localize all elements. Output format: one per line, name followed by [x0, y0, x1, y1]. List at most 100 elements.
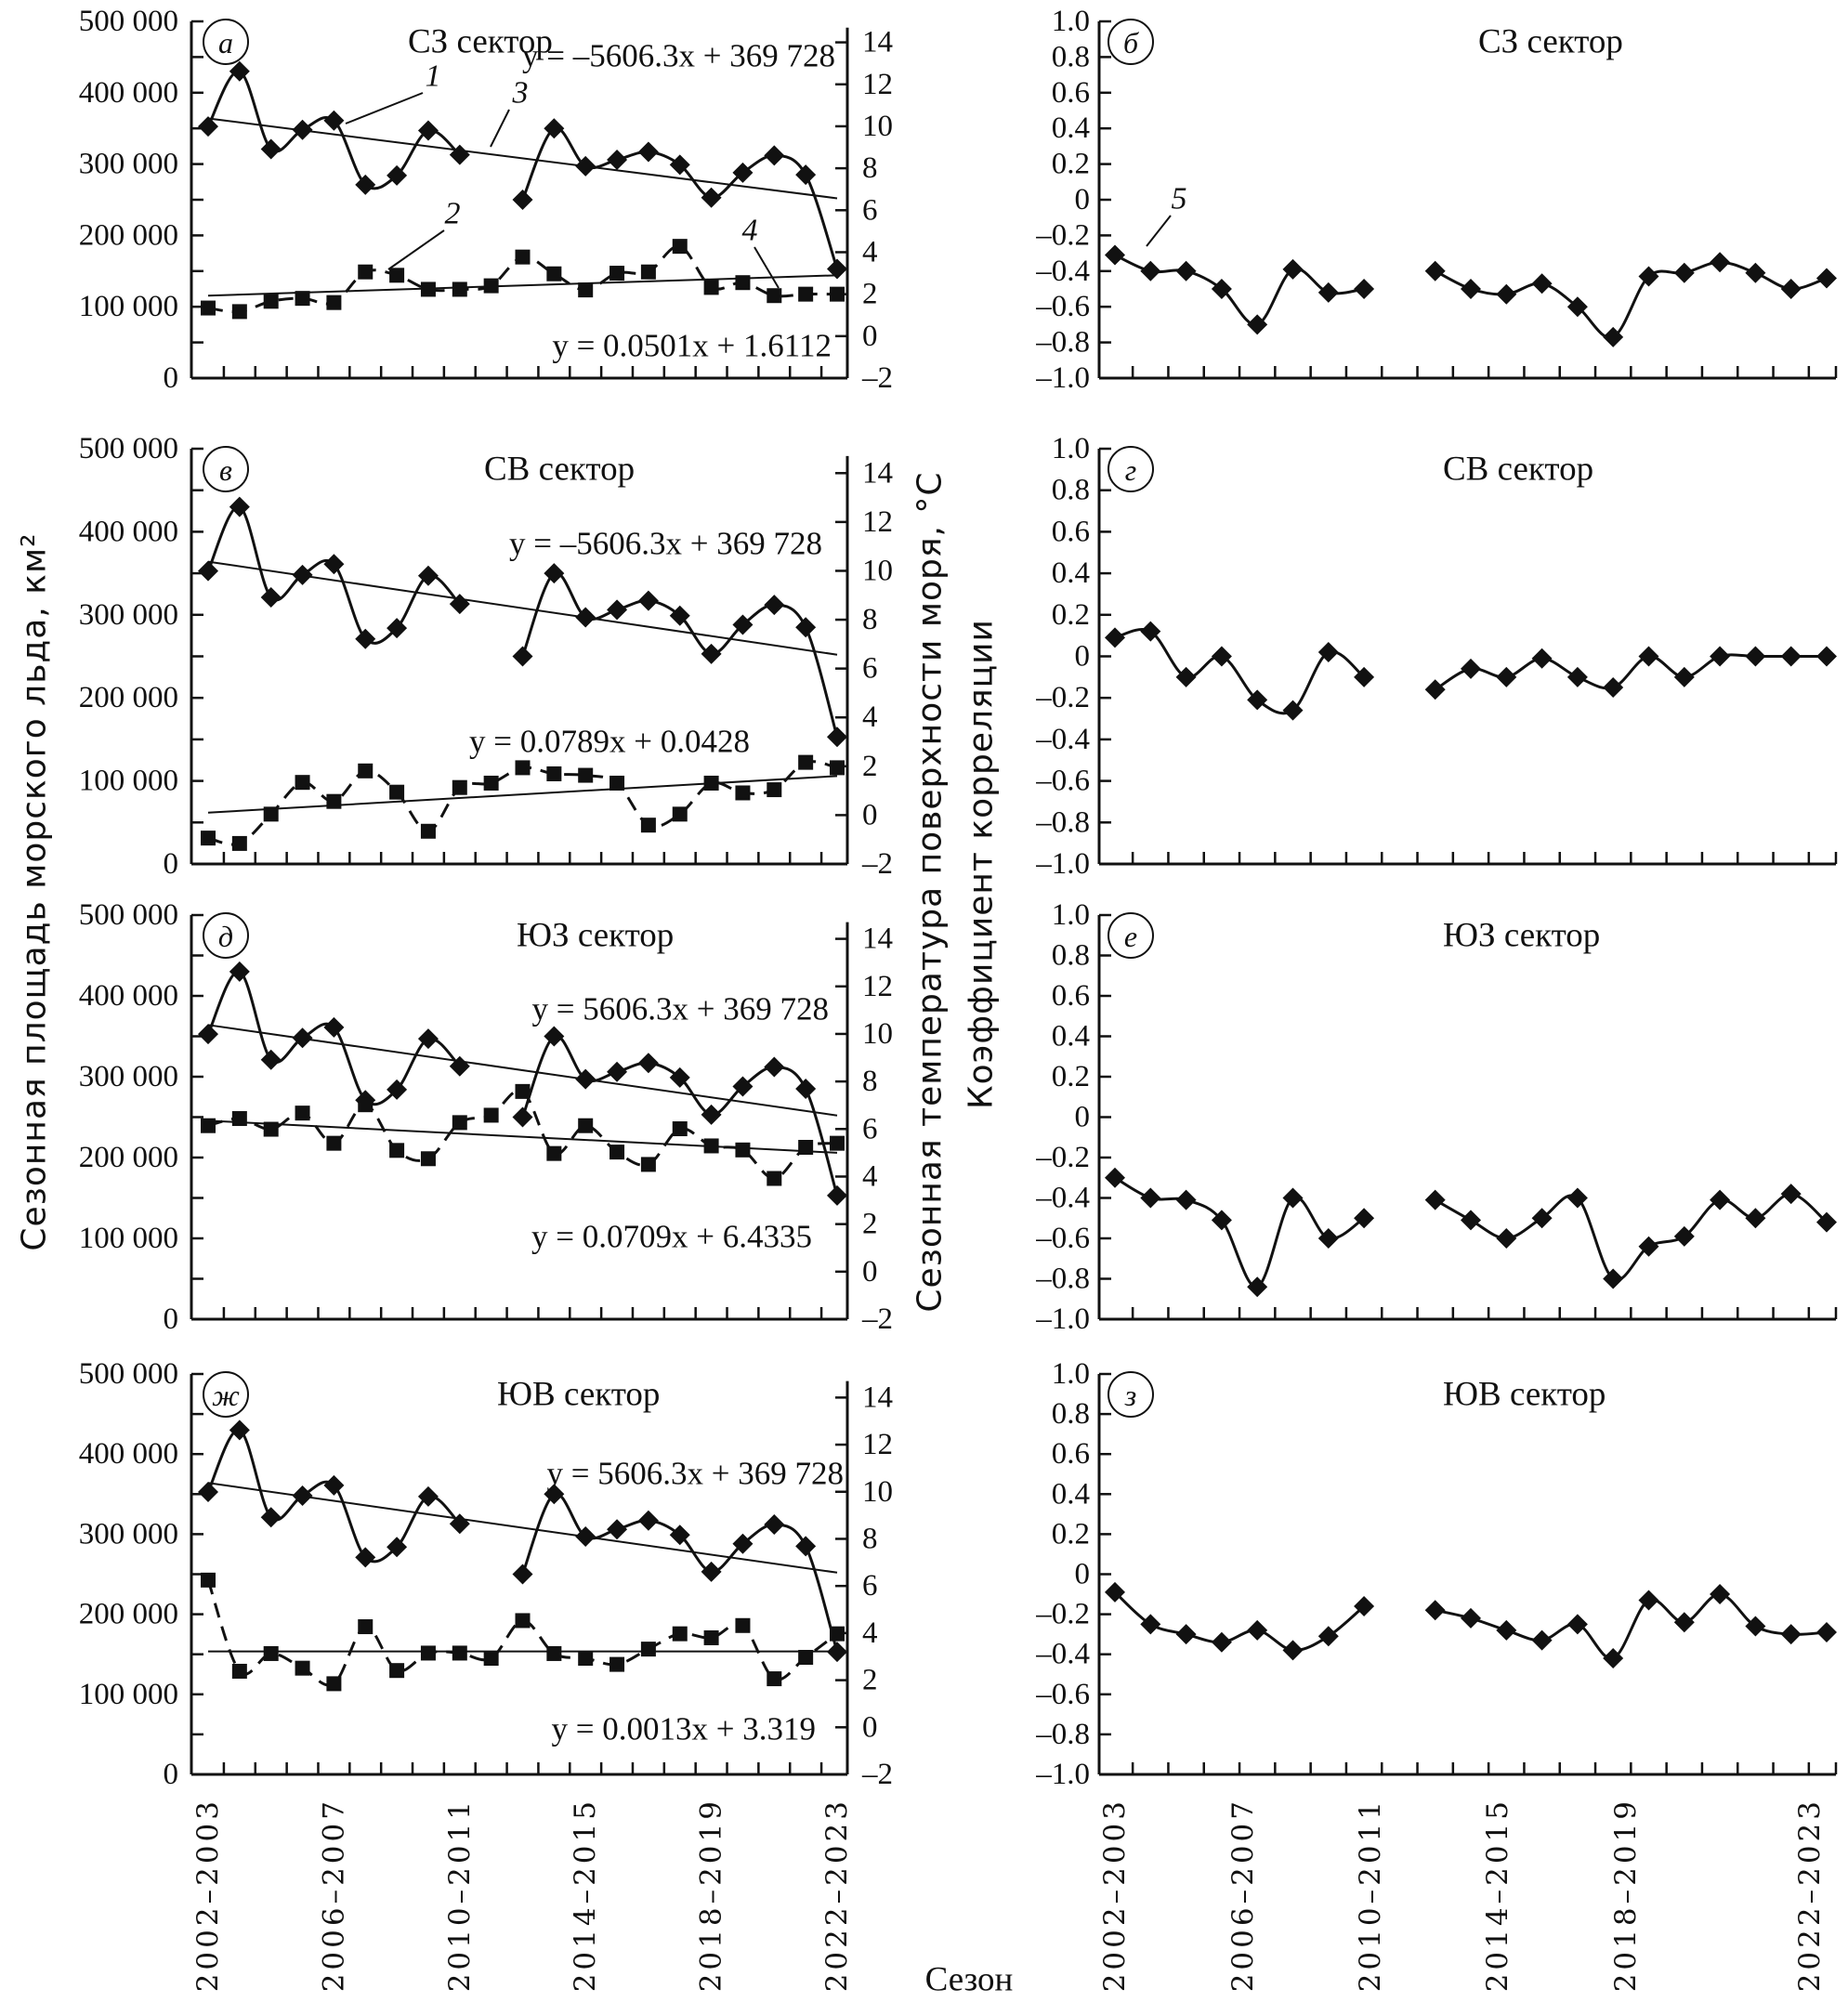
sea-temp-point	[483, 1107, 499, 1123]
sea-temp-point	[389, 1143, 405, 1158]
panel-letter: а	[218, 26, 233, 59]
correlation-point	[1673, 666, 1695, 687]
ice-area-point	[387, 164, 408, 186]
x-tick-label: 2006–2007	[1226, 1798, 1260, 1992]
corr-tick-label: 1.0	[1052, 432, 1090, 465]
sea-temp-point	[767, 1671, 782, 1687]
temp-trend-equation: y = 0.0013x + 3.319	[552, 1711, 816, 1747]
ice-tick-label: 200 000	[79, 681, 178, 714]
correlation-point	[1638, 646, 1659, 667]
ice-area-point	[229, 1420, 250, 1441]
temp-tick-label: 12	[862, 1428, 893, 1461]
correlation-point	[1354, 1595, 1375, 1616]
temp-trend-equation: y = 0.0709x + 6.4335	[531, 1219, 812, 1255]
x-tick-label: 2002–2003	[1098, 1798, 1132, 1992]
ice-area-point	[669, 154, 690, 176]
temp-tick-label: –2	[861, 1758, 893, 1791]
corr-tick-label: 0.4	[1052, 556, 1090, 590]
sea-temp-point	[420, 823, 436, 839]
sea-temp-point	[830, 286, 845, 302]
ice-tick-label: 100 000	[79, 1222, 178, 1255]
corr-tick-label: 0.8	[1052, 40, 1090, 73]
correlation-point	[1175, 260, 1197, 281]
panel-letter-circle	[203, 19, 249, 65]
ice-area-point	[229, 496, 250, 517]
corr-tick-label: –0.2	[1035, 1141, 1090, 1174]
sea-temp-point	[515, 760, 531, 776]
temp-tick-label: 10	[862, 1475, 893, 1509]
ice-area-point	[607, 1061, 628, 1082]
corr-tick-label: 0.2	[1052, 1517, 1090, 1551]
ice-area-point	[387, 1079, 408, 1100]
sea-temp-point	[420, 1645, 436, 1661]
panel-title: СВ сектор	[484, 451, 635, 489]
ice-tick-label: 100 000	[79, 765, 178, 798]
sea-temp-point	[767, 1171, 782, 1186]
corr-tick-label: –0.6	[1035, 1222, 1090, 1255]
ice-area-point	[795, 1536, 817, 1557]
sea-temp-point	[546, 266, 562, 281]
ice-area-point	[512, 646, 533, 667]
correlation-point	[1710, 1189, 1731, 1210]
corr-tick-label: –0.8	[1035, 805, 1090, 839]
ice-tick-label: 0	[164, 847, 179, 881]
correlation-point	[1105, 244, 1125, 266]
ice-area-point	[544, 1026, 565, 1047]
corr-tick-label: –0.6	[1035, 765, 1090, 798]
sea-temp-point	[735, 275, 751, 291]
correlation-point	[1638, 1236, 1659, 1257]
correlation-point	[1461, 1210, 1481, 1231]
sea-temp-point	[798, 754, 814, 770]
temp-axis-title: Сезонная температура поверхности моря, °…	[911, 471, 950, 1312]
correlation-point	[1531, 1208, 1553, 1229]
ice-area-point	[229, 961, 250, 982]
callout-leader-line	[490, 109, 510, 148]
correlation-point	[1211, 646, 1232, 667]
sea-temp-point	[578, 1118, 594, 1133]
ice-area-point	[575, 1525, 596, 1547]
temp-tick-label: 10	[862, 1017, 893, 1051]
sea-temp-point	[609, 775, 625, 791]
sea-temp-point	[326, 1676, 342, 1692]
correlation-point	[1673, 1612, 1695, 1633]
ice-trend-equation: y = 5606.3x + 369 728	[532, 991, 829, 1027]
corr-tick-label: –1.0	[1035, 847, 1090, 881]
sea-temp-point	[326, 294, 342, 310]
correlation-point	[1603, 677, 1624, 699]
ice-area-point	[292, 119, 313, 140]
correlation-point	[1282, 258, 1304, 280]
ice-area-point	[544, 118, 565, 139]
corr-axis-title: Коэффициент корреляции	[963, 619, 1001, 1109]
ice-tick-label: 0	[164, 1302, 179, 1336]
corr-tick-label: 0.2	[1052, 1060, 1090, 1093]
corr-tick-label: 0.2	[1052, 598, 1090, 632]
corr-tick-label: –1.0	[1035, 361, 1090, 395]
temp-tick-label: 6	[862, 1112, 878, 1145]
temp-tick-label: 14	[862, 456, 893, 490]
sea-temp-point	[201, 831, 216, 846]
correlation-point	[1780, 1184, 1802, 1205]
ice-area-point	[323, 1474, 345, 1496]
ice-area-point	[637, 590, 659, 611]
ice-area-point	[607, 149, 628, 170]
sea-temp-point	[609, 266, 625, 281]
corr-tick-label: –0.2	[1035, 1598, 1090, 1631]
temp-tick-label: 10	[862, 554, 893, 587]
ice-area-point	[355, 1547, 376, 1568]
sea-temp-point	[452, 779, 467, 795]
temp-tick-label: 12	[862, 970, 893, 1003]
corr-tick-label: –0.4	[1035, 1638, 1090, 1671]
sea-temp-point	[201, 1572, 216, 1588]
x-tick-label: 2014–2015	[1481, 1798, 1514, 1992]
correlation-point	[1354, 279, 1375, 299]
correlation-line	[1435, 1592, 1828, 1660]
correlation-point	[1496, 666, 1517, 687]
correlation-point	[1566, 296, 1588, 318]
sea-temp-point	[640, 264, 656, 280]
correlation-point	[1461, 279, 1481, 299]
panel-а: а СЗ сектор 0 100 000 200 000 300 000 400 000 5…	[79, 5, 893, 395]
corr-tick-label: 0	[1075, 183, 1091, 216]
correlation-point	[1175, 666, 1197, 687]
correlation-point	[1566, 1614, 1588, 1635]
correlation-point	[1247, 1619, 1268, 1641]
